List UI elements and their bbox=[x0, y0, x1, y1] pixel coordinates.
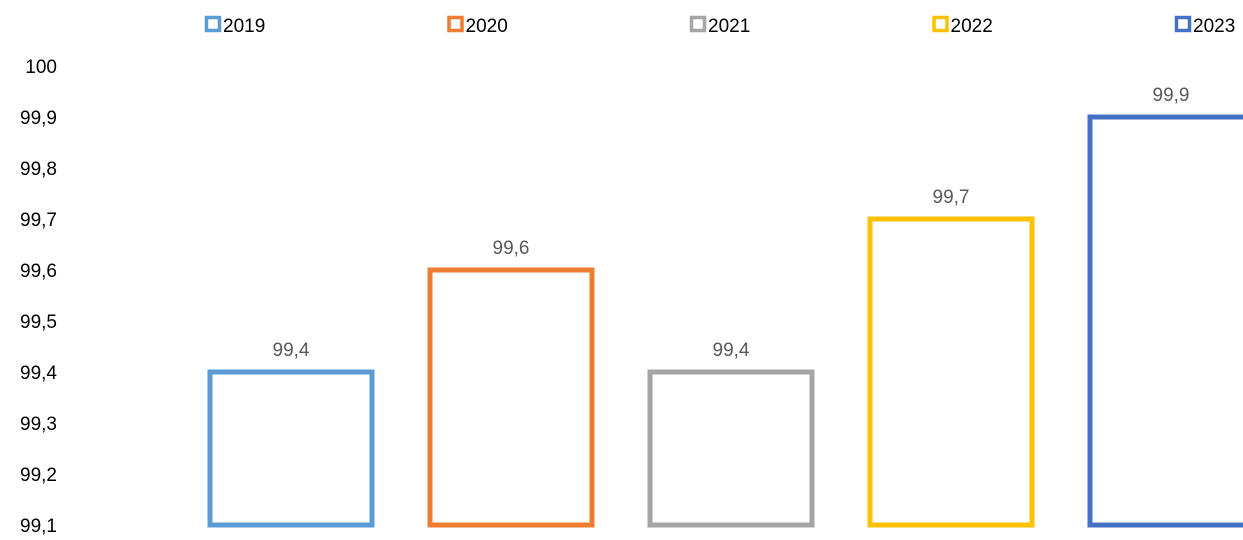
y-tick-label: 99,5 bbox=[20, 312, 57, 333]
legend-swatch-2019 bbox=[204, 15, 222, 33]
bars bbox=[207, 114, 1243, 528]
legend-item-2022: 2022 bbox=[932, 15, 993, 37]
y-tick-label: 99,4 bbox=[20, 363, 57, 384]
legend-label-2019: 2019 bbox=[223, 16, 265, 37]
legend-swatch-2022 bbox=[932, 15, 949, 33]
data-label-2019: 99,4 bbox=[273, 340, 310, 361]
legend-label-2021: 2021 bbox=[708, 16, 750, 37]
data-label-2021: 99,4 bbox=[713, 340, 750, 361]
legend-swatch-2023 bbox=[1174, 15, 1192, 33]
y-tick-label: 99,3 bbox=[20, 414, 57, 435]
legend-item-2019: 2019 bbox=[204, 15, 265, 37]
data-labels: 99,4 99,6 99,4 99,7 99,9 bbox=[273, 85, 1190, 361]
bar-2022 bbox=[867, 216, 1035, 528]
bar-2023 bbox=[1087, 114, 1243, 528]
data-label-2023: 99,9 bbox=[1153, 85, 1190, 106]
bar-2020 bbox=[427, 267, 595, 528]
y-tick-label: 99,2 bbox=[20, 465, 57, 486]
y-tick-label: 99,7 bbox=[20, 210, 57, 231]
legend: 2019 2020 2021 2022 2023 bbox=[204, 15, 1235, 37]
y-tick-label: 99,9 bbox=[20, 108, 57, 129]
legend-swatch-2020 bbox=[447, 15, 464, 33]
bar-2021 bbox=[647, 369, 815, 528]
y-axis: 99,1 99,2 99,3 99,4 99,5 99,6 99,7 99,8 99,9 100 bbox=[20, 57, 57, 537]
legend-item-2023: 2023 bbox=[1174, 15, 1235, 37]
y-tick-label: 99,6 bbox=[20, 261, 57, 282]
legend-label-2023: 2023 bbox=[1193, 16, 1235, 37]
legend-swatch-2021 bbox=[689, 15, 707, 33]
y-tick-label: 100 bbox=[25, 57, 57, 78]
bar-2019 bbox=[207, 369, 375, 528]
legend-item-2020: 2020 bbox=[447, 15, 508, 37]
legend-label-2022: 2022 bbox=[951, 16, 993, 37]
y-tick-label: 99,1 bbox=[20, 516, 57, 535]
y-tick-label: 99,8 bbox=[20, 159, 57, 180]
legend-label-2020: 2020 bbox=[466, 16, 508, 37]
legend-item-2021: 2021 bbox=[689, 15, 750, 37]
data-label-2020: 99,6 bbox=[493, 238, 530, 259]
data-label-2022: 99,7 bbox=[933, 187, 970, 208]
